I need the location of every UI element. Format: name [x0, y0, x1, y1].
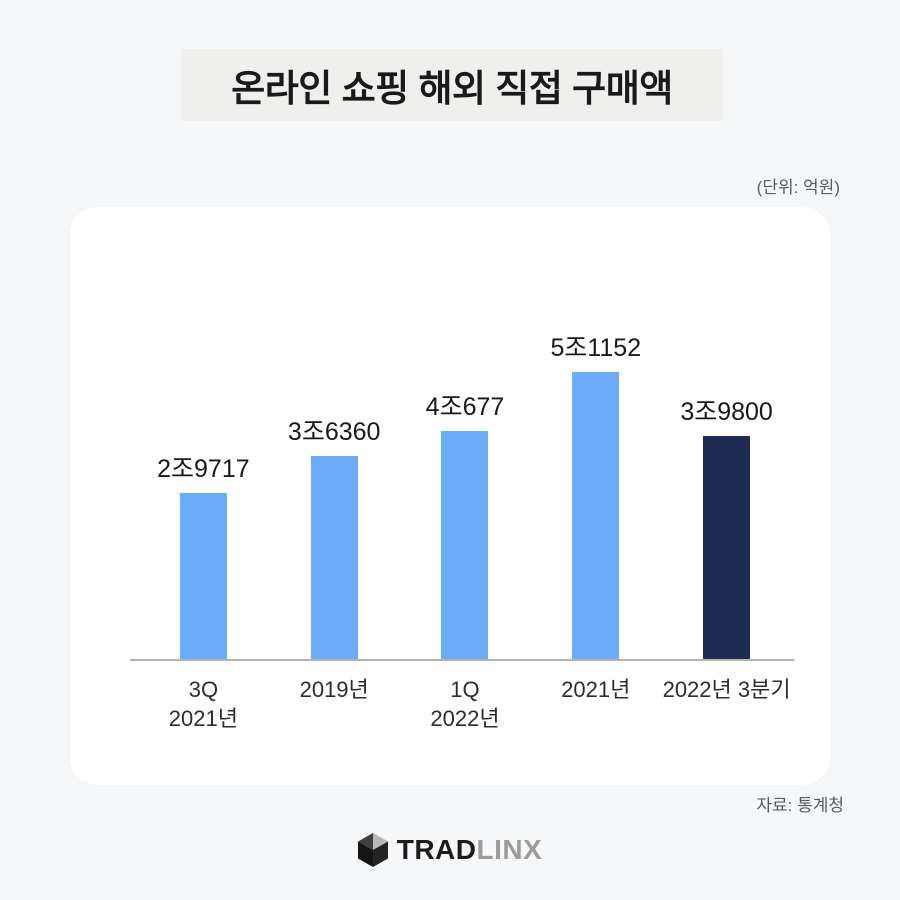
cube-icon	[357, 833, 388, 867]
bar-stack: 4조677	[425, 207, 505, 661]
category-label: 1Q 2022년	[430, 677, 500, 731]
chart-column: 3조9800 2022년 3분기	[661, 207, 792, 733]
unit-label: (단위: 억원)	[756, 178, 840, 197]
bar-stack: 3조9800	[680, 207, 773, 661]
bar-value-label: 5조1152	[550, 334, 642, 362]
bar-value-label: 3조9800	[680, 398, 773, 426]
bar	[179, 493, 227, 661]
brand-logo: TRADLINX	[0, 833, 900, 867]
bar-value-label: 2조9717	[157, 455, 250, 483]
category-label: 2019년	[299, 677, 369, 702]
bar-chart: 2조9717 3Q 2021년 3조6360 2019년 4조677 1Q 2022년 5조11…	[130, 207, 794, 733]
chart-column: 3조6360 2019년	[269, 207, 400, 733]
title-box: 온라인 쇼핑 해외 직접 구매액	[181, 49, 723, 121]
bar	[572, 372, 620, 661]
logo-text-linx: LINX	[476, 834, 543, 865]
logo-wordmark: TRADLINX	[397, 836, 543, 864]
bar	[441, 431, 489, 661]
category-label: 2021년	[561, 677, 631, 702]
bar-stack: 2조9717	[157, 207, 250, 661]
x-axis-line	[130, 659, 794, 661]
logo-text-trad: TRAD	[396, 834, 477, 865]
bar-stack: 3조6360	[287, 207, 381, 661]
category-label: 2022년 3분기	[662, 677, 791, 702]
category-label: 3Q 2021년	[168, 677, 238, 731]
bar	[703, 436, 751, 661]
bar-value-label: 4조677	[425, 393, 505, 421]
bar	[310, 456, 358, 661]
bar-columns: 2조9717 3Q 2021년 3조6360 2019년 4조677 1Q 2022년 5조11…	[138, 207, 792, 733]
chart-column: 5조1152 2021년	[530, 207, 661, 733]
bar-value-label: 3조6360	[287, 418, 381, 446]
page-title: 온라인 쇼핑 해외 직접 구매액	[231, 68, 673, 109]
chart-column: 4조677 1Q 2022년	[400, 207, 531, 733]
bar-stack: 5조1152	[550, 207, 641, 661]
source-label: 자료: 통계청	[756, 796, 844, 815]
chart-column: 2조9717 3Q 2021년	[138, 207, 269, 733]
chart-card: 2조9717 3Q 2021년 3조6360 2019년 4조677 1Q 2022년 5조11…	[70, 207, 830, 785]
